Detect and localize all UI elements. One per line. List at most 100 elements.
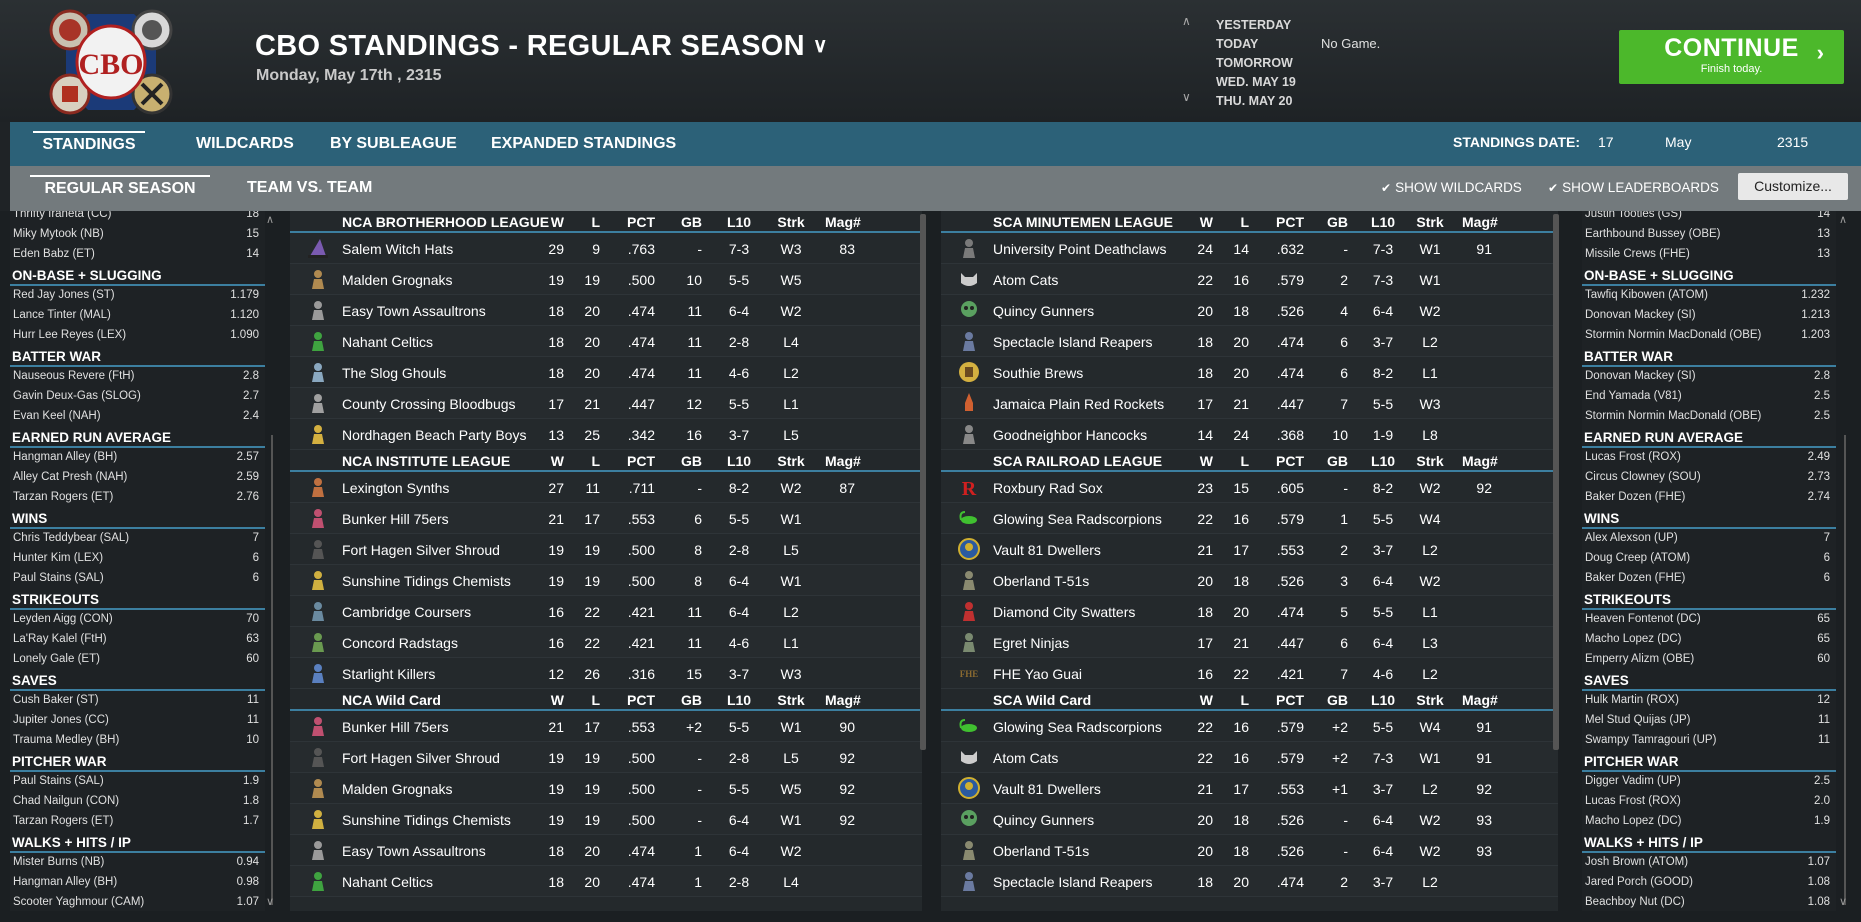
leader-row[interactable]: Hulk Martin (ROX) 12 xyxy=(1582,691,1836,711)
column-header-l[interactable]: L xyxy=(591,214,600,230)
team-row[interactable]: Vault 81 Dwellers 21 17 .553 2 3-7 L2 xyxy=(941,534,1558,565)
column-header-w[interactable]: W xyxy=(1199,692,1213,708)
team-row[interactable]: Malden Grognaks 19 19 .500 10 5-5 W5 xyxy=(290,264,922,295)
team-row[interactable]: Lexington Synths 27 11 .711 - 8-2 W2 87 xyxy=(290,472,922,503)
player-name[interactable]: Hunter Kim (LEX) xyxy=(13,552,104,564)
column-header-mag[interactable]: Mag# xyxy=(825,692,861,708)
chevron-down-icon[interactable]: ∨ xyxy=(1839,896,1848,908)
player-name[interactable]: Donovan Mackey (SI) xyxy=(1585,309,1696,321)
player-name[interactable]: Paul Stains (SAL) xyxy=(13,775,104,787)
player-name[interactable]: End Yamada (V81) xyxy=(1585,390,1682,402)
team-name[interactable]: Malden Grognaks xyxy=(342,781,453,797)
column-header-l10[interactable]: L10 xyxy=(1370,453,1396,469)
team-row[interactable]: Vault 81 Dwellers 21 17 .553 +1 3-7 L2 92 xyxy=(941,773,1558,804)
team-row[interactable]: Atom Cats 22 16 .579 +2 7-3 W1 91 xyxy=(941,742,1558,773)
team-row[interactable]: Fort Hagen Silver Shroud 19 19 .500 - 2-8 L5 92 xyxy=(290,742,922,773)
team-row[interactable]: Easy Town Assaultrons 18 20 .474 1 6-4 W2 xyxy=(290,835,922,866)
leader-row[interactable]: Hangman Alley (BH) 0.98 xyxy=(10,873,265,893)
chevron-down-icon[interactable]: ∨ xyxy=(1182,90,1191,104)
team-row[interactable]: Spectacle Island Reapers 18 20 .474 2 3-7 L2 xyxy=(941,866,1558,897)
team-row[interactable]: Concord Radstags 16 22 .421 11 4-6 L1 xyxy=(290,627,922,658)
team-name[interactable]: Easy Town Assaultrons xyxy=(342,303,486,319)
team-name[interactable]: Bunker Hill 75ers xyxy=(342,511,449,527)
player-name[interactable]: Stormin Normin MacDonald (OBE) xyxy=(1585,410,1762,422)
team-row[interactable]: Sunshine Tidings Chemists 19 19 .500 - 6-4 W1 9… xyxy=(290,804,922,835)
player-name[interactable]: Heaven Fontenot (DC) xyxy=(1585,613,1701,625)
team-row[interactable]: Bunker Hill 75ers 21 17 .553 +2 5-5 W1 90 xyxy=(290,711,922,742)
standings-date-day[interactable]: 17 xyxy=(1598,134,1614,150)
team-name[interactable]: Glowing Sea Radscorpions xyxy=(993,719,1162,735)
show-leaderboards-checkbox[interactable]: ✔ SHOW LEADERBOARDS xyxy=(1548,180,1719,195)
leader-row[interactable]: Cush Baker (ST) 11 xyxy=(10,691,265,711)
tab-by-subleague[interactable]: BY SUBLEAGUE xyxy=(330,135,457,152)
leader-row[interactable]: Circus Clowney (SOU) 2.73 xyxy=(1582,468,1836,488)
column-header-mag[interactable]: Mag# xyxy=(1462,692,1498,708)
column-header-w[interactable]: W xyxy=(550,453,564,469)
player-name[interactable]: Nauseous Revere (FtH) xyxy=(13,370,135,382)
leader-row[interactable]: Paul Stains (SAL) 6 xyxy=(10,569,265,589)
team-name[interactable]: Nahant Celtics xyxy=(342,334,434,350)
team-row[interactable]: Oberland T-51s 20 18 .526 - 6-4 W2 93 xyxy=(941,835,1558,866)
column-header-strk[interactable]: Strk xyxy=(1416,692,1444,708)
column-header-l10[interactable]: L10 xyxy=(726,692,752,708)
player-name[interactable]: Missile Crews (FHE) xyxy=(1585,248,1690,260)
column-header-w[interactable]: W xyxy=(550,214,564,230)
team-name[interactable]: Diamond City Swatters xyxy=(993,604,1136,620)
standings-date-month[interactable]: May xyxy=(1665,134,1692,150)
column-header-gb[interactable]: GB xyxy=(1327,214,1348,230)
page-title[interactable]: CBO STANDINGS - REGULAR SEASON ∨ xyxy=(255,30,828,62)
team-row[interactable]: Quincy Gunners 20 18 .526 4 6-4 W2 xyxy=(941,295,1558,326)
player-name[interactable]: Gavin Deux-Gas (SLOG) xyxy=(13,390,141,402)
column-header-gb[interactable]: GB xyxy=(1327,453,1348,469)
team-row[interactable]: Nahant Celtics 18 20 .474 11 2-8 L4 xyxy=(290,326,922,357)
player-name[interactable]: Macho Lopez (DC) xyxy=(1585,815,1682,827)
leader-row[interactable]: Tarzan Rogers (ET) 2.76 xyxy=(10,488,265,508)
player-name[interactable]: Lonely Gale (ET) xyxy=(13,653,100,665)
player-name[interactable]: Mister Burns (NB) xyxy=(13,856,105,868)
team-row[interactable]: Goodneighbor Hancocks 14 24 .368 10 1-9 L8 xyxy=(941,419,1558,450)
leader-row[interactable]: La'Ray Kalel (FtH) 63 xyxy=(10,630,265,650)
leader-row[interactable]: Hunter Kim (LEX) 6 xyxy=(10,549,265,569)
column-header-gb[interactable]: GB xyxy=(681,692,702,708)
tab-wildcards[interactable]: WILDCARDS xyxy=(196,135,294,152)
column-header-pct[interactable]: PCT xyxy=(627,692,655,708)
chevron-up-icon[interactable]: ∧ xyxy=(1839,214,1848,226)
leader-row[interactable]: Lance Tinter (MAL) 1.120 xyxy=(10,306,265,326)
team-row[interactable]: Quincy Gunners 20 18 .526 - 6-4 W2 93 xyxy=(941,804,1558,835)
team-row[interactable]: Nahant Celtics 18 20 .474 1 2-8 L4 xyxy=(290,866,922,897)
player-name[interactable]: Tarzan Rogers (ET) xyxy=(13,491,114,503)
team-name[interactable]: Glowing Sea Radscorpions xyxy=(993,511,1162,527)
leader-row[interactable]: Missile Crews (FHE) 13 xyxy=(1582,245,1836,265)
leader-row[interactable]: Swampy Tamragouri (UP) 11 xyxy=(1582,731,1836,751)
player-name[interactable]: Swampy Tamragouri (UP) xyxy=(1585,734,1717,746)
team-row[interactable]: Oberland T-51s 20 18 .526 3 6-4 W2 xyxy=(941,565,1558,596)
team-name[interactable]: FHE Yao Guai xyxy=(993,666,1082,682)
player-name[interactable]: Jupiter Jones (CC) xyxy=(13,714,109,726)
team-name[interactable]: Nordhagen Beach Party Boys xyxy=(342,427,527,443)
team-row[interactable]: R Roxbury Rad Sox 23 15 .605 - 8-2 W2 92 xyxy=(941,472,1558,503)
player-name[interactable]: Donovan Mackey (SI) xyxy=(1585,370,1696,382)
team-name[interactable]: Atom Cats xyxy=(993,750,1059,766)
leader-row[interactable]: Baker Dozen (FHE) 2.74 xyxy=(1582,488,1836,508)
player-name[interactable]: Eden Babz (ET) xyxy=(13,248,95,260)
team-name[interactable]: The Slog Ghouls xyxy=(342,365,447,381)
leader-row[interactable]: Alex Alexson (UP) 7 xyxy=(1582,529,1836,549)
column-header-l10[interactable]: L10 xyxy=(726,214,752,230)
player-name[interactable]: Macho Lopez (DC) xyxy=(1585,633,1682,645)
leader-row[interactable]: Lucas Frost (ROX) 2.0 xyxy=(1582,792,1836,812)
column-header-w[interactable]: W xyxy=(550,692,564,708)
leader-row[interactable]: Lonely Gale (ET) 60 xyxy=(10,650,265,670)
column-header-l10[interactable]: L10 xyxy=(726,453,752,469)
team-name[interactable]: Atom Cats xyxy=(993,272,1059,288)
column-header-l[interactable]: L xyxy=(1240,692,1249,708)
player-name[interactable]: Digger Vadim (UP) xyxy=(1585,775,1681,787)
team-row[interactable]: Jamaica Plain Red Rockets 17 21 .447 7 5-5 W3 xyxy=(941,388,1558,419)
team-row[interactable]: Salem Witch Hats 29 9 .763 - 7-3 W3 83 xyxy=(290,233,922,264)
tab-regular-season[interactable]: REGULAR SEASON xyxy=(30,175,210,198)
team-name[interactable]: Vault 81 Dwellers xyxy=(993,781,1101,797)
continue-button[interactable]: CONTINUE Finish today. › xyxy=(1619,30,1844,84)
player-name[interactable]: Hangman Alley (BH) xyxy=(13,451,118,463)
team-name[interactable]: Easy Town Assaultrons xyxy=(342,843,486,859)
leader-row[interactable]: Paul Stains (SAL) 1.9 xyxy=(10,772,265,792)
sca-panel-scrollbar[interactable] xyxy=(1553,214,1559,750)
